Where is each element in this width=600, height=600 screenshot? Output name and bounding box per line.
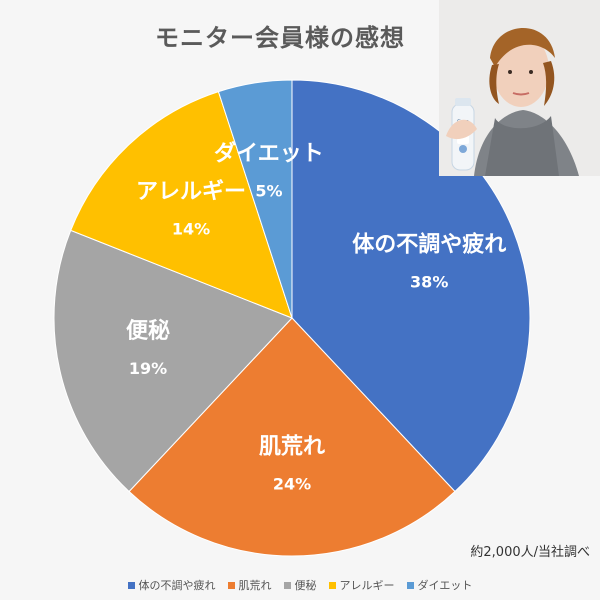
- survey-note: 約2,000人/当社調べ: [470, 545, 590, 560]
- pie-category-label: アレルギー: [136, 179, 246, 204]
- pie-value-label: 24%: [273, 475, 311, 494]
- legend-swatch: [127, 581, 135, 589]
- pie-value-label: 5%: [255, 181, 282, 200]
- legend-swatch: [328, 581, 336, 589]
- legend-swatch: [406, 581, 414, 589]
- legend-item: ダイエット: [406, 577, 473, 593]
- legend-label: 体の不調や疲れ: [138, 579, 216, 592]
- pie-value-label: 38%: [410, 273, 448, 292]
- chart-legend: 体の不調や疲れ 肌荒れ 便秘 アレルギー ダイエット: [0, 575, 600, 595]
- chart-title: モニター会員様の感想: [155, 24, 405, 52]
- legend-item: アレルギー: [328, 577, 395, 593]
- legend-label: ダイエット: [417, 579, 473, 592]
- legend-item: 体の不調や疲れ: [127, 577, 216, 593]
- pie-slice: [53, 229, 293, 493]
- legend-label: 便秘: [294, 579, 317, 592]
- legend-item: 肌荒れ: [227, 577, 272, 593]
- model-illustration: Cure: [439, 0, 600, 176]
- legend-label: アレルギー: [339, 579, 395, 592]
- pie-category-label: 肌荒れ: [259, 435, 325, 460]
- legend-swatch: [227, 581, 235, 589]
- pie-category-label: 体の不調や疲れ: [352, 232, 506, 258]
- legend-label: 肌荒れ: [238, 579, 272, 592]
- model-photo: Cure: [439, 0, 600, 176]
- pie-category-label: 便秘: [126, 318, 170, 344]
- pie-value-label: 14%: [172, 219, 210, 238]
- pie-category-label: ダイエット: [214, 140, 324, 166]
- pie-value-label: 19%: [129, 359, 167, 378]
- pie-slice: [128, 317, 456, 557]
- pie-slice: [217, 79, 293, 319]
- pie-slices: [53, 79, 531, 557]
- legend-item: 便秘: [283, 577, 317, 593]
- pie-labels: 体の不調や疲れ 38% 肌荒れ 24% 便秘 19% アレルギー 14% ダイエット 5%: [126, 140, 506, 493]
- legend-swatch: [283, 581, 291, 589]
- pie-slice: [291, 79, 531, 493]
